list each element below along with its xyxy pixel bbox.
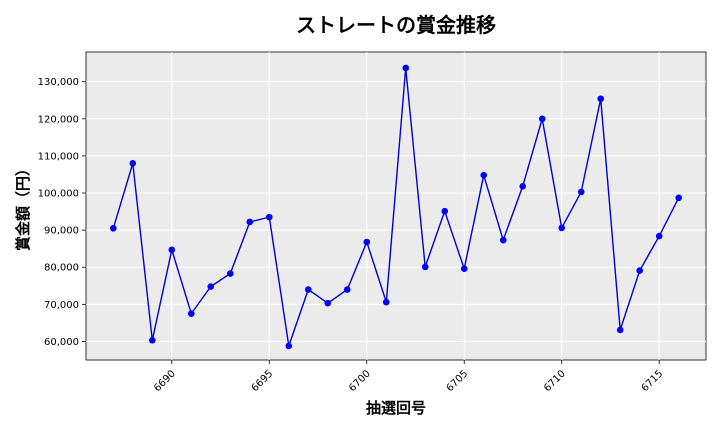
data-point <box>226 270 234 277</box>
series-points <box>109 64 683 350</box>
data-point <box>421 263 429 271</box>
data-point <box>363 238 371 246</box>
data-point <box>577 188 585 196</box>
y-axis: 60,000 70,000 80,000 90,000 100,000 110,000 12… <box>38 77 86 348</box>
x-tick-label: 6705 <box>445 368 471 394</box>
chart-title: ストレートの賞金推移 <box>296 13 496 37</box>
data-point <box>343 286 351 293</box>
y-tick-label: 120,000 <box>38 114 79 125</box>
data-point <box>168 246 176 254</box>
data-point <box>558 224 566 232</box>
data-point <box>519 183 527 190</box>
data-point <box>285 342 293 350</box>
data-point <box>148 337 156 344</box>
x-tick-label: 6710 <box>542 368 568 394</box>
data-point <box>616 326 624 334</box>
x-tick-label: 6690 <box>152 368 178 394</box>
data-point <box>402 64 410 72</box>
x-tick-label: 6695 <box>250 368 276 394</box>
x-tick-label: 6700 <box>347 368 373 394</box>
data-point <box>538 115 546 123</box>
data-point <box>675 194 683 202</box>
y-tick-label: 100,000 <box>38 189 79 200</box>
y-tick-label: 60,000 <box>44 337 79 348</box>
series-line <box>112 67 680 347</box>
y-tick-label: 80,000 <box>44 263 79 274</box>
data-point <box>129 160 137 167</box>
data-point <box>460 265 468 273</box>
data-point <box>207 283 215 290</box>
data-point <box>382 298 390 306</box>
x-tick-label: 6715 <box>640 368 666 394</box>
data-point <box>265 213 273 221</box>
data-point <box>304 286 312 293</box>
data-point <box>655 232 663 240</box>
data-point <box>597 95 605 103</box>
y-axis-label: 賞金額（円） <box>14 161 32 251</box>
y-tick-label: 110,000 <box>38 151 79 162</box>
data-point <box>499 236 507 244</box>
plot-area <box>85 51 707 361</box>
y-tick-label: 130,000 <box>38 77 79 88</box>
y-tick-label: 90,000 <box>44 226 79 237</box>
data-point <box>109 224 117 232</box>
data-point <box>636 267 644 274</box>
data-point <box>441 207 449 215</box>
x-axis-label: 抽選回号 <box>366 399 426 417</box>
data-point <box>324 299 332 307</box>
data-point <box>480 171 488 179</box>
y-tick-label: 70,000 <box>44 300 79 311</box>
data-point <box>187 310 195 317</box>
data-point <box>246 218 254 226</box>
x-axis: 6690 6695 6700 6705 6710 6715 <box>152 360 665 394</box>
